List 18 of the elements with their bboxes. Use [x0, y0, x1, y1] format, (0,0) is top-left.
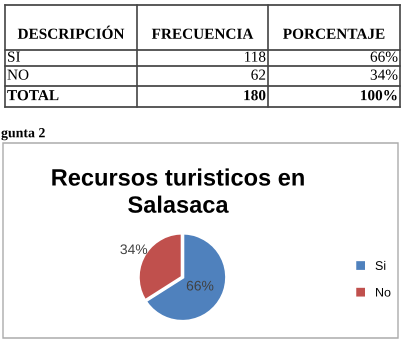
text: DESCRIPCIÓN: [18, 26, 124, 39]
text: 180: [244, 90, 266, 100]
text: 118: [245, 52, 266, 62]
legend-label: Si: [376, 260, 386, 270]
text: TOTAL: [7, 90, 58, 100]
text: SI: [8, 52, 20, 62]
legend-label: No: [376, 288, 390, 297]
text: 66%: [370, 52, 398, 62]
chart-title: Recursos turisticos en Salasaca: [52, 168, 304, 213]
text: 100%: [361, 90, 397, 100]
data-label: 66%: [186, 280, 214, 291]
text: FRECUENCIA: [152, 28, 254, 39]
text: NO: [7, 70, 28, 80]
text: gunta 2: [1, 128, 45, 140]
text: 34%: [370, 70, 398, 80]
data-label: 34%: [120, 244, 148, 254]
text: 62: [251, 70, 266, 80]
text: PORCENTAJE: [283, 28, 384, 39]
